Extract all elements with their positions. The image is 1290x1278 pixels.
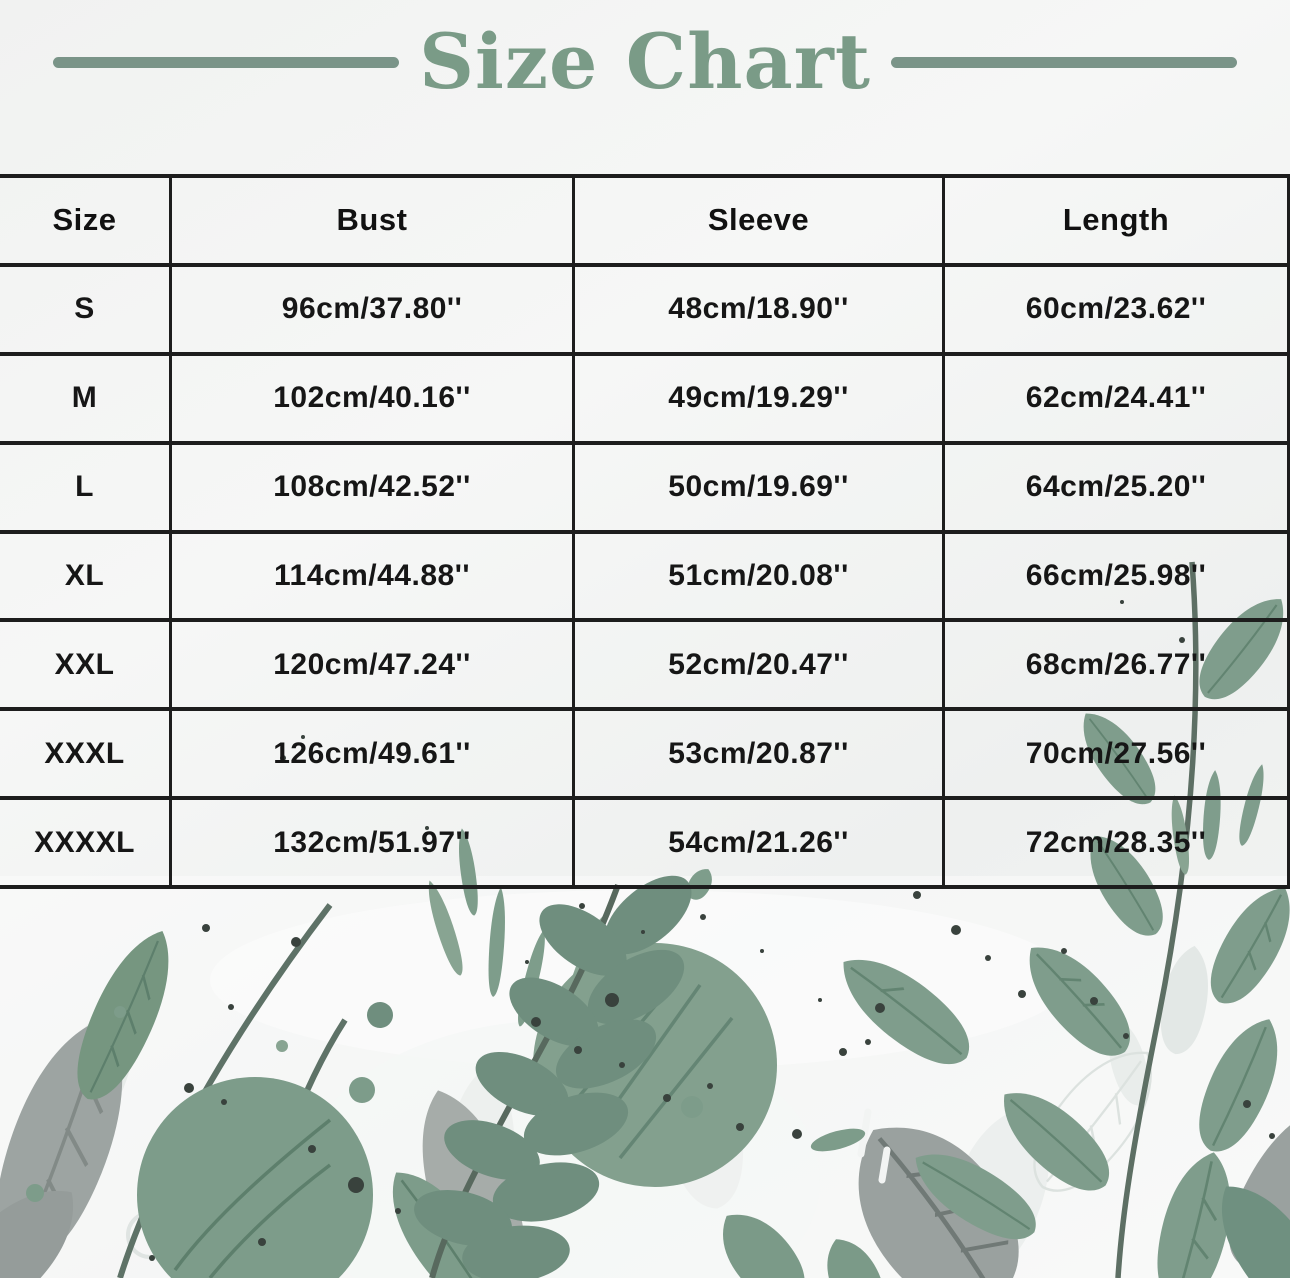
measurement-value: 49cm/19.29'' bbox=[575, 355, 945, 445]
size-table: Size Bust Sleeve Length S 96cm/37.80'' 48cm/18… bbox=[0, 174, 1290, 889]
measurement-value: 102cm/40.16'' bbox=[172, 355, 575, 445]
measurement-value: 114cm/44.88'' bbox=[172, 533, 575, 623]
measurement-value: 96cm/37.80'' bbox=[172, 266, 575, 356]
right-branch bbox=[824, 561, 1290, 1278]
measurement-value: 64cm/25.20'' bbox=[945, 444, 1290, 534]
measurement-value: 51cm/20.08'' bbox=[575, 533, 945, 623]
size-label: XL bbox=[0, 533, 172, 623]
page-title: Size Chart bbox=[419, 17, 871, 106]
measurement-value: 53cm/20.87'' bbox=[575, 711, 945, 801]
measurement-value: 108cm/42.52'' bbox=[172, 444, 575, 534]
measurement-value: 48cm/18.90'' bbox=[575, 266, 945, 356]
title-rule-left bbox=[53, 56, 400, 68]
measurement-value: 72cm/28.35'' bbox=[945, 800, 1290, 889]
eucalyptus-branch bbox=[367, 875, 692, 1278]
size-label: M bbox=[0, 355, 172, 445]
bottom-green-leaves bbox=[26, 1006, 1290, 1278]
speckles bbox=[149, 600, 1275, 1261]
header-sleeve: Sleeve bbox=[575, 178, 945, 267]
header-length: Length bbox=[945, 178, 1290, 267]
measurement-value: 62cm/24.41'' bbox=[945, 355, 1290, 445]
measurement-value: 50cm/19.69'' bbox=[575, 444, 945, 534]
measurement-value: 126cm/49.61'' bbox=[172, 711, 575, 801]
measurement-value: 54cm/21.26'' bbox=[575, 800, 945, 889]
header-bust: Bust bbox=[172, 178, 575, 267]
measurement-value: 120cm/47.24'' bbox=[172, 622, 575, 712]
measurement-value: 60cm/23.62'' bbox=[945, 266, 1290, 356]
round-leaf bbox=[137, 1077, 373, 1278]
header-size: Size bbox=[0, 178, 172, 267]
size-label: S bbox=[0, 266, 172, 356]
measurement-value: 52cm/20.47'' bbox=[575, 622, 945, 712]
size-label: XXL bbox=[0, 622, 172, 712]
measurement-value: 68cm/26.77'' bbox=[945, 622, 1290, 712]
size-label: XXXXL bbox=[0, 800, 172, 889]
measurement-value: 132cm/51.97'' bbox=[172, 800, 575, 889]
size-label: L bbox=[0, 444, 172, 534]
title-rule-right bbox=[890, 56, 1237, 68]
title-bar: Size Chart bbox=[0, 6, 1290, 118]
measurement-value: 66cm/25.98'' bbox=[945, 533, 1290, 623]
measurement-value: 70cm/27.56'' bbox=[945, 711, 1290, 801]
size-label: XXXL bbox=[0, 711, 172, 801]
